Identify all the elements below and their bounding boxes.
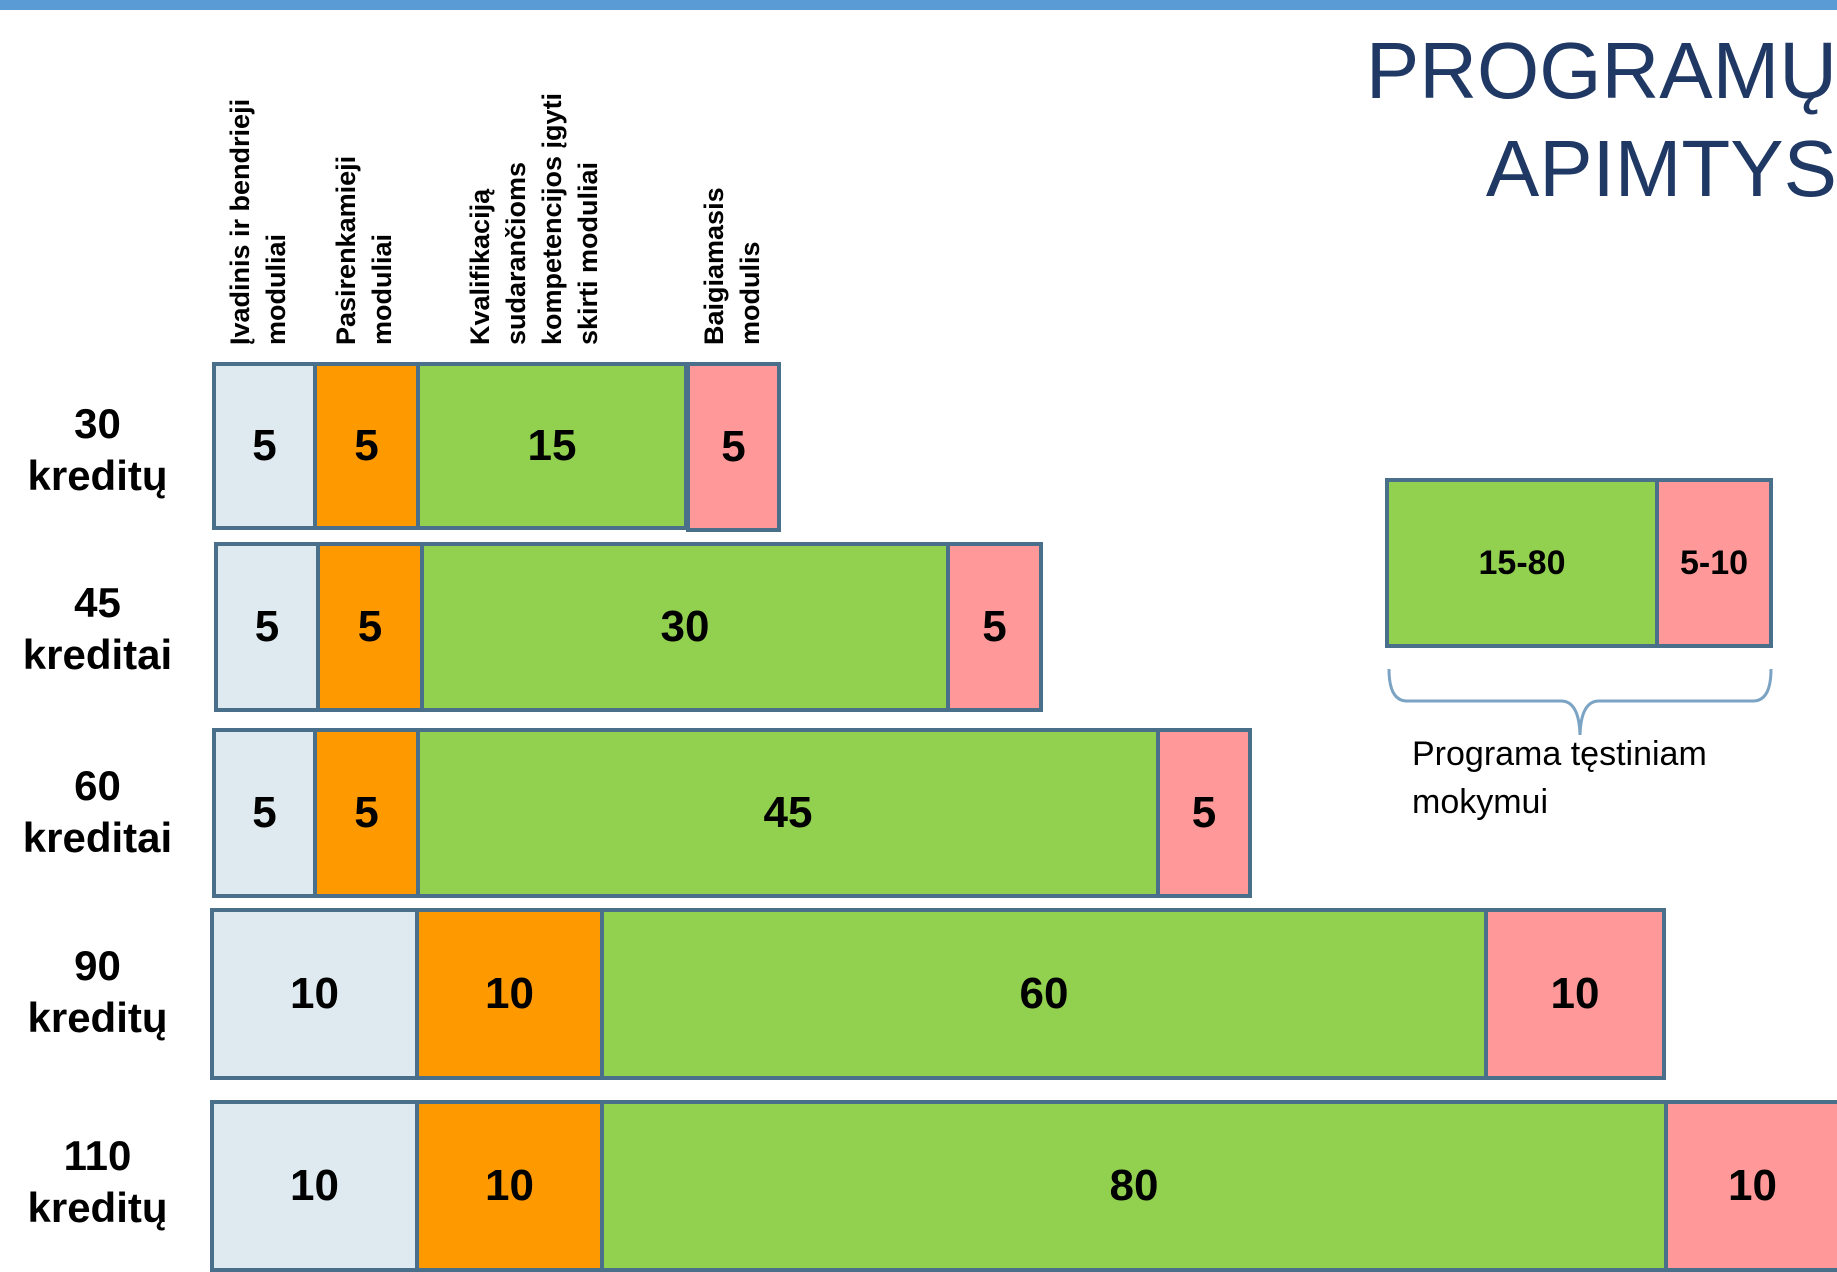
legend-segment-final: 5-10 <box>1655 478 1773 648</box>
segment-90-elective: 10 <box>415 908 604 1080</box>
column-header-qualification: Kvalifikaciją sudarančioms kompetencijos… <box>465 92 603 345</box>
segment-60-qualification: 45 <box>416 728 1160 898</box>
segment-110-final: 10 <box>1664 1100 1837 1272</box>
row-label-45: 45 kreditai <box>22 579 173 678</box>
legend-brace-icon <box>1387 668 1773 736</box>
row-label-60: 60 kreditai <box>22 762 173 861</box>
column-header-intro: Įvadinis ir bendrieji moduliai <box>225 98 291 345</box>
segment-60-intro: 5 <box>212 728 317 898</box>
segment-30-elective: 5 <box>313 362 420 530</box>
segment-90-intro: 10 <box>210 908 419 1080</box>
segment-110-intro: 10 <box>210 1100 419 1272</box>
segment-90-qualification: 60 <box>600 908 1488 1080</box>
segment-30-intro: 5 <box>212 362 317 530</box>
segment-110-elective: 10 <box>415 1100 604 1272</box>
top-accent-bar <box>0 0 1837 10</box>
segment-60-elective: 5 <box>313 728 420 898</box>
column-header-elective: Pasirenkamieji moduliai <box>331 155 397 345</box>
row-label-30: 30 kreditų <box>27 400 168 499</box>
segment-30-qualification: 15 <box>416 362 688 530</box>
segment-45-elective: 5 <box>316 542 424 712</box>
segment-60-final: 5 <box>1156 728 1252 898</box>
segment-90-final: 10 <box>1484 908 1666 1080</box>
segment-45-intro: 5 <box>214 542 320 712</box>
legend-caption: Programa tęstiniam mokymui <box>1412 735 1707 821</box>
legend-segment-qualification: 15-80 <box>1385 478 1659 648</box>
row-label-90: 90 kreditų <box>27 942 168 1041</box>
segment-30-final: 5 <box>686 362 781 532</box>
column-header-final: Baigiamasis modulis <box>699 187 765 345</box>
row-label-110: 110 kreditų <box>27 1132 168 1231</box>
segment-110-qualification: 80 <box>600 1100 1668 1272</box>
segment-45-qualification: 30 <box>420 542 950 712</box>
segment-45-final: 5 <box>946 542 1043 712</box>
page-title: PROGRAMŲ APIMTYS <box>1365 26 1837 213</box>
